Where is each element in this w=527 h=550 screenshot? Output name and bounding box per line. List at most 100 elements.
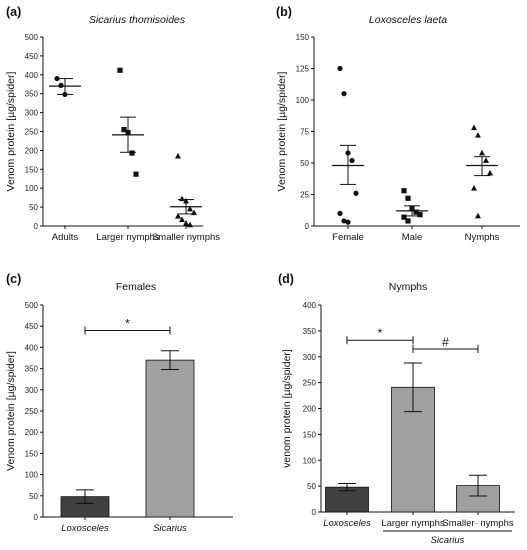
y-tick-label-b: 0 xyxy=(305,222,310,231)
data-point-b xyxy=(341,91,347,97)
data-point-b xyxy=(345,219,351,225)
panel-label-d: (d) xyxy=(278,272,294,286)
y-tick-label-d: 300 xyxy=(303,353,317,362)
x-tick-label-d: Larger nymphs xyxy=(381,518,445,529)
data-point-b xyxy=(475,212,481,219)
data-point-b xyxy=(405,218,411,224)
data-point-a xyxy=(183,220,189,226)
data-point-b xyxy=(401,188,407,194)
y-tick-label-c: 0 xyxy=(34,513,39,522)
data-point-b xyxy=(337,210,343,216)
data-point-b xyxy=(471,124,477,131)
y-axis-title-b: Venom protein [µg/spider] xyxy=(276,71,288,191)
x-tick-label-b: Male xyxy=(402,232,423,243)
data-point-a xyxy=(117,67,123,73)
y-tick-label-a: 200 xyxy=(25,146,39,155)
data-point-b xyxy=(475,132,481,138)
y-tick-label-a: 300 xyxy=(25,109,39,118)
data-point-a xyxy=(133,171,139,177)
data-point-a xyxy=(121,127,127,133)
y-tick-label-b: 50 xyxy=(300,159,309,168)
y-tick-label-b: 150 xyxy=(296,33,310,42)
y-tick-label-a: 350 xyxy=(25,90,39,99)
y-axis-title-d: venom protein [µg/spider] xyxy=(281,349,293,468)
y-tick-label-a: 450 xyxy=(25,52,39,61)
y-tick-label-c: 400 xyxy=(25,343,39,352)
y-tick-label-a: 0 xyxy=(34,222,39,231)
panel-title-c: Females xyxy=(116,281,156,293)
x-tick-label-b: Nymphs xyxy=(465,232,500,243)
significance-marker-d: * xyxy=(378,326,383,340)
y-tick-label-c: 200 xyxy=(25,428,39,437)
bar-c xyxy=(145,359,195,518)
data-point-b xyxy=(349,157,355,164)
y-tick-label-d: 100 xyxy=(303,456,317,465)
panel-title-b: Loxosceles laeta xyxy=(369,14,447,26)
data-point-a xyxy=(187,205,193,212)
panel-title-a: Sicarius thomisoides xyxy=(89,14,186,26)
data-point-b xyxy=(487,169,493,176)
panel-title-d: Nymphs xyxy=(389,281,428,293)
significance-marker-d: # xyxy=(442,335,449,349)
x-tick-label-c: Sicarius xyxy=(153,523,187,534)
panel-label-b: (b) xyxy=(276,5,292,19)
y-tick-label-a: 150 xyxy=(25,165,39,174)
y-tick-label-c: 300 xyxy=(25,386,39,395)
y-tick-label-d: 150 xyxy=(303,430,317,439)
x-tick-label-a: Smaller nymphs xyxy=(152,232,220,243)
data-point-b xyxy=(417,212,423,218)
y-tick-label-a: 500 xyxy=(25,33,39,42)
x-tick-label-c: Loxosceles xyxy=(61,523,109,534)
data-point-b xyxy=(479,149,485,156)
y-tick-label-a: 100 xyxy=(25,184,39,193)
y-tick-label-d: 350 xyxy=(303,327,317,336)
y-tick-label-a: 250 xyxy=(25,128,39,137)
y-tick-label-c: 500 xyxy=(25,301,39,310)
y-tick-label-a: 400 xyxy=(25,71,39,80)
y-tick-label-d: 250 xyxy=(303,379,317,388)
y-tick-label-b: 125 xyxy=(296,65,310,74)
data-point-a xyxy=(129,150,135,156)
data-point-b xyxy=(483,157,489,163)
data-point-b xyxy=(405,195,411,201)
x-tick-label-d: Smaller· nymphs xyxy=(442,518,514,529)
data-point-b xyxy=(341,218,347,224)
y-tick-label-d: 50 xyxy=(307,482,316,491)
data-point-b xyxy=(401,214,407,220)
data-point-a xyxy=(175,212,181,219)
data-point-a xyxy=(179,216,185,222)
x-tick-label-d: Loxosceles xyxy=(323,518,371,529)
y-tick-label-c: 100 xyxy=(25,471,39,480)
x-tick-label-b: Female xyxy=(332,232,364,243)
y-tick-label-b: 100 xyxy=(296,96,310,105)
y-tick-label-c: 150 xyxy=(25,449,39,458)
y-tick-label-c: 250 xyxy=(25,407,39,416)
y-tick-label-b: 25 xyxy=(300,191,309,200)
y-tick-label-b: 75 xyxy=(300,128,309,137)
data-point-b xyxy=(471,185,477,191)
x-tick-label-a: Larger nymphs xyxy=(96,232,160,243)
data-point-b xyxy=(353,190,359,196)
data-point-a xyxy=(175,152,181,159)
data-point-b xyxy=(413,209,419,215)
y-tick-label-c: 450 xyxy=(25,322,39,331)
data-point-b xyxy=(337,65,343,72)
y-tick-label-c: 350 xyxy=(25,365,39,374)
y-axis-title-c: Venom protein [µg/spider] xyxy=(5,351,17,471)
y-axis-title-a: Venom protein [µg/spider] xyxy=(5,71,17,191)
y-tick-label-d: 200 xyxy=(303,405,317,414)
y-tick-label-d: 0 xyxy=(312,508,317,517)
significance-marker-c: * xyxy=(125,316,130,330)
data-point-a xyxy=(179,195,185,202)
x-tick-label-a: Adults xyxy=(52,232,79,243)
y-tick-label-c: 50 xyxy=(29,492,38,501)
bar-d xyxy=(325,486,369,513)
y-tick-label-d: 400 xyxy=(303,301,317,310)
data-point-a xyxy=(58,82,64,88)
panel-label-c: (c) xyxy=(6,272,21,286)
y-tick-label-a: 50 xyxy=(29,203,38,212)
data-point-a xyxy=(187,221,193,228)
panel-label-a: (a) xyxy=(6,5,21,19)
group-label-d: Sicarius xyxy=(431,535,465,546)
